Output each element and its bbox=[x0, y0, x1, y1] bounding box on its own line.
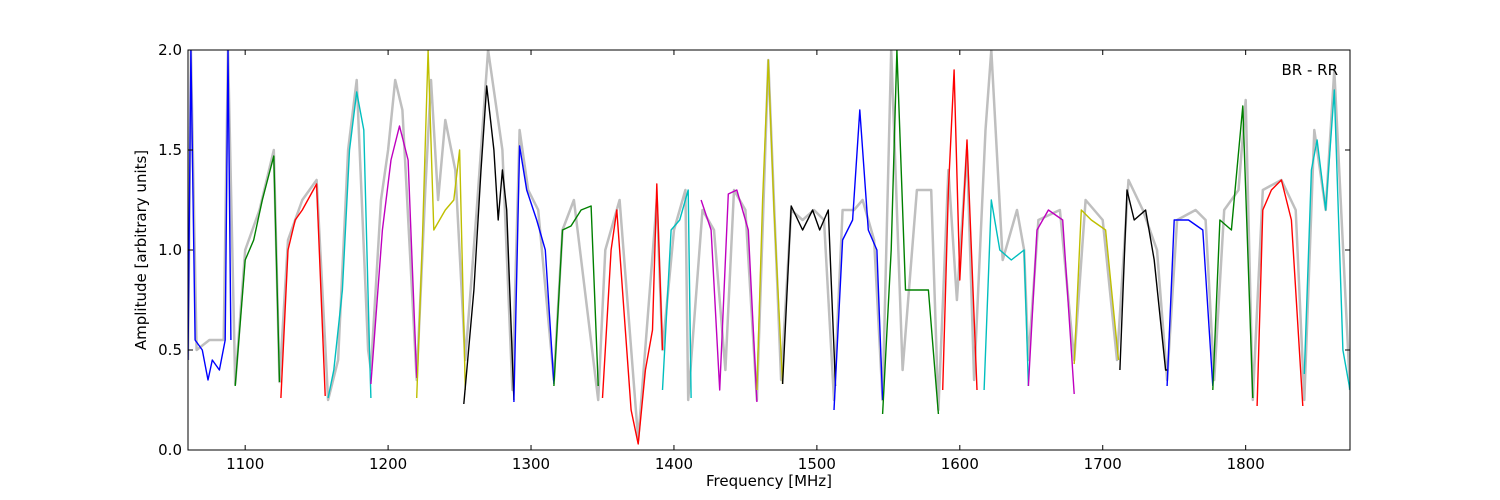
plot-data bbox=[188, 50, 1350, 445]
series-line-16 bbox=[942, 69, 978, 391]
series-line-11 bbox=[700, 189, 758, 403]
series-line-18 bbox=[1027, 209, 1075, 395]
series-line-21 bbox=[1166, 219, 1214, 387]
series-line-22 bbox=[1212, 105, 1254, 399]
series-line-9 bbox=[601, 183, 664, 445]
y-axis-label: Amplitude [arbitrary units] bbox=[132, 150, 150, 350]
series-line-15 bbox=[881, 50, 940, 415]
x-tick-label: 1400 bbox=[655, 455, 693, 473]
x-tick-label: 1300 bbox=[512, 455, 550, 473]
series-line-5 bbox=[416, 50, 466, 399]
series-line-24 bbox=[1303, 89, 1350, 391]
series-line-0 bbox=[188, 50, 232, 381]
y-tick-label: 2.0 bbox=[158, 41, 182, 59]
series-line-2 bbox=[280, 183, 326, 399]
y-tick-label: 1.0 bbox=[158, 241, 182, 259]
y-tick-label: 1.5 bbox=[158, 141, 182, 159]
x-tick-label: 1800 bbox=[1227, 455, 1265, 473]
series-line-13 bbox=[781, 205, 837, 387]
series-line-17 bbox=[983, 199, 1030, 391]
x-tick-label: 1700 bbox=[1084, 455, 1122, 473]
series-line-10 bbox=[661, 189, 692, 399]
series-line-14 bbox=[833, 109, 884, 411]
y-axis: 0.0 0.5 1.0 1.5 2.0 bbox=[158, 41, 1350, 459]
series-line-23 bbox=[1256, 179, 1304, 407]
x-tick-label: 1600 bbox=[941, 455, 979, 473]
x-axis: 1100 1200 1300 1400 1500 1600 1700 1800 bbox=[226, 50, 1265, 473]
series-line-1 bbox=[234, 155, 281, 387]
x-tick-label: 1200 bbox=[369, 455, 407, 473]
x-tick-label: 1100 bbox=[226, 455, 264, 473]
series-line-3 bbox=[327, 91, 372, 399]
series-line-8 bbox=[553, 205, 599, 387]
x-axis-label: Frequency [MHz] bbox=[706, 472, 832, 490]
series-line-19 bbox=[1073, 209, 1120, 365]
series-line-7 bbox=[513, 145, 555, 403]
series-line-12 bbox=[756, 59, 784, 391]
x-tick-label: 1500 bbox=[798, 455, 836, 473]
y-tick-label: 0.5 bbox=[158, 341, 182, 359]
series-line-6 bbox=[463, 85, 515, 405]
chart-annotation: BR - RR bbox=[1281, 61, 1338, 79]
series-line-20 bbox=[1119, 189, 1169, 371]
y-tick-label: 0.0 bbox=[158, 441, 182, 459]
series-line-4 bbox=[370, 125, 418, 385]
